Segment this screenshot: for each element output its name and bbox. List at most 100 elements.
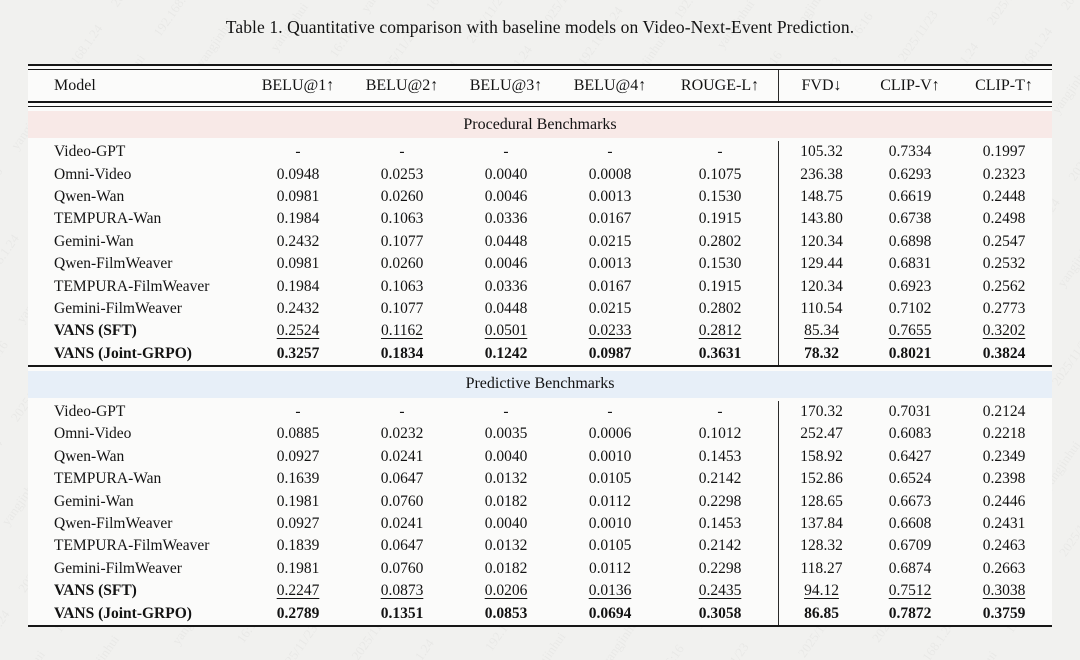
value-cell: 0.0112	[588, 559, 632, 577]
model-cell: Omni-Video	[54, 165, 132, 183]
value-cell: 0.0948	[276, 165, 320, 183]
value-cell: 0.0105	[588, 537, 632, 555]
value-cell: 0.2431	[982, 515, 1026, 533]
value-cell: 0.0010	[588, 515, 632, 533]
value-cell: 0.2789	[276, 604, 320, 622]
value-cell: 0.2812	[698, 322, 742, 340]
value-cell: 0.2532	[982, 255, 1026, 273]
value-cell: 0.2498	[982, 210, 1026, 228]
value-cell: 0.2398	[982, 470, 1026, 488]
column-header: BELU@4↑	[573, 76, 647, 94]
value-cell: 78.32	[778, 342, 864, 365]
value-cell: 0.0927	[276, 447, 320, 465]
value-cell: 170.32	[778, 400, 864, 424]
value-cell: 0.2448	[982, 187, 1026, 205]
value-cell: 0.3058	[698, 604, 742, 622]
value-cell: 0.2802	[698, 299, 742, 317]
value-cell: 0.2218	[982, 425, 1026, 443]
value-cell: 0.6874	[888, 559, 932, 577]
value-cell: 0.2124	[982, 403, 1026, 421]
column-header: BELU@3↑	[469, 76, 543, 94]
value-cell: 0.3759	[982, 604, 1026, 622]
value-cell: 0.6898	[888, 232, 932, 250]
value-cell: 0.2524	[276, 322, 320, 340]
value-cell: 0.3824	[982, 344, 1026, 362]
value-cell: 0.0760	[380, 492, 424, 510]
model-cell: TEMPURA-FilmWeaver	[54, 277, 210, 295]
model-cell: TEMPURA-Wan	[54, 210, 162, 228]
value-cell: -	[717, 403, 723, 421]
value-cell: 120.34	[778, 230, 864, 253]
value-cell: 0.0040	[484, 447, 528, 465]
column-header: FVD↓	[778, 70, 864, 101]
value-cell: 0.0241	[380, 515, 424, 533]
value-cell: 148.75	[778, 185, 864, 209]
value-cell: 0.3038	[982, 582, 1026, 600]
model-cell: Omni-Video	[54, 425, 132, 443]
value-cell: 0.1981	[276, 492, 320, 510]
value-cell: 85.34	[778, 320, 864, 343]
value-cell: 0.1984	[276, 277, 320, 295]
value-cell: 0.1981	[276, 559, 320, 577]
value-cell: 128.32	[778, 535, 864, 558]
value-cell: 0.2298	[698, 492, 742, 510]
section-band: Procedural Benchmarks	[28, 111, 1052, 138]
value-cell: 0.6524	[888, 470, 932, 488]
model-cell: Qwen-Wan	[54, 447, 125, 465]
model-cell: Qwen-FilmWeaver	[54, 255, 173, 273]
value-cell: 118.27	[778, 557, 864, 581]
value-cell: 0.1351	[380, 604, 424, 622]
column-header: ROUGE-L↑	[680, 76, 760, 94]
value-cell: 128.65	[778, 490, 864, 513]
value-cell: 143.80	[778, 208, 864, 231]
value-cell: 0.0760	[380, 559, 424, 577]
model-cell: Gemini-FilmWeaver	[54, 559, 182, 577]
value-cell: 0.6831	[888, 255, 932, 273]
value-cell: 158.92	[778, 445, 864, 469]
value-cell: 0.0448	[484, 232, 528, 250]
table-row: VANS (SFT) 0.2524 0.1162 0.0501 0.0233 0.2812…	[28, 320, 1052, 343]
value-cell: 0.1530	[698, 255, 742, 273]
table-row: Video-GPT - - - - - 105.32 0.7334 0.1997	[28, 141, 1052, 164]
table-row: TEMPURA-FilmWeaver 0.1839 0.0647 0.0132 0.01…	[28, 535, 1052, 558]
value-cell: 0.6923	[888, 277, 932, 295]
value-cell: 0.1834	[380, 344, 424, 362]
value-cell: 0.0167	[588, 210, 632, 228]
column-header: CLIP-V↑	[880, 76, 940, 94]
value-cell: 0.0136	[588, 582, 632, 600]
value-cell: 0.2435	[698, 582, 742, 600]
table-row: Gemini-FilmWeaver 0.1981 0.0760 0.0182 0.011…	[28, 557, 1052, 581]
value-cell: 0.1063	[380, 277, 424, 295]
section-band: Predictive Benchmarks	[28, 370, 1052, 398]
value-cell: 0.2349	[982, 447, 1026, 465]
value-cell: 0.6293	[888, 165, 932, 183]
model-cell: Gemini-Wan	[54, 492, 134, 510]
value-cell: 0.0853	[484, 604, 528, 622]
model-cell: Qwen-FilmWeaver	[54, 515, 173, 533]
value-cell: 0.2142	[698, 470, 742, 488]
table-row: TEMPURA-Wan 0.1984 0.1063 0.0336 0.0167 0.191…	[28, 208, 1052, 231]
value-cell: 0.0008	[588, 165, 632, 183]
value-cell: 0.2802	[698, 232, 742, 250]
value-cell: 236.38	[778, 163, 864, 186]
value-cell: 0.2562	[982, 277, 1026, 295]
column-header: CLIP-T↑	[975, 76, 1033, 94]
value-cell: 0.0215	[588, 299, 632, 317]
value-cell: 0.1915	[698, 277, 742, 295]
model-cell: Video-GPT	[54, 143, 126, 161]
value-cell: 0.0987	[588, 344, 632, 362]
value-cell: 0.3257	[276, 344, 320, 362]
value-cell: 0.0981	[276, 255, 320, 273]
column-header: BELU@1↑	[261, 76, 335, 94]
value-cell: 0.1162	[380, 322, 424, 340]
value-cell: 0.1839	[276, 537, 320, 555]
table-caption: Table 1. Quantitative comparison with ba…	[225, 17, 855, 37]
value-cell: 0.0112	[588, 492, 632, 510]
value-cell: 0.0336	[484, 277, 528, 295]
value-cell: 0.0253	[380, 165, 424, 183]
value-cell: 0.1997	[982, 143, 1026, 161]
value-cell: 0.0694	[588, 604, 632, 622]
value-cell: 0.0132	[484, 470, 528, 488]
value-cell: 0.1075	[698, 165, 742, 183]
column-header: Model	[54, 76, 96, 94]
